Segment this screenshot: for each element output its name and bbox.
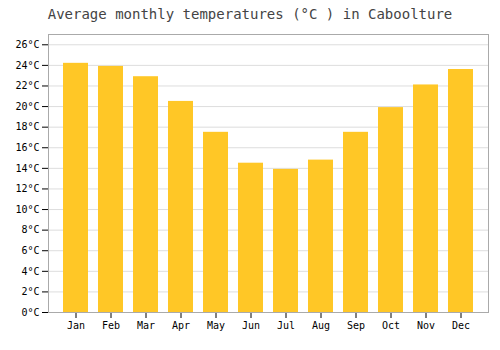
svg-text:20°C: 20°C: [15, 101, 39, 112]
svg-text:24°C: 24°C: [15, 60, 39, 71]
svg-text:18°C: 18°C: [15, 121, 39, 132]
svg-text:Sep: Sep: [347, 320, 365, 331]
svg-text:22°C: 22°C: [15, 80, 39, 91]
svg-text:26°C: 26°C: [15, 39, 39, 50]
svg-text:8°C: 8°C: [21, 224, 39, 235]
svg-text:Aug: Aug: [312, 320, 330, 331]
svg-text:16°C: 16°C: [15, 142, 39, 153]
svg-text:Dec: Dec: [452, 320, 470, 331]
svg-text:Nov: Nov: [417, 320, 435, 331]
svg-text:6°C: 6°C: [21, 245, 39, 256]
svg-text:Oct: Oct: [382, 320, 400, 331]
svg-text:Mar: Mar: [137, 320, 155, 331]
svg-text:12°C: 12°C: [15, 183, 39, 194]
svg-text:4°C: 4°C: [21, 266, 39, 277]
html-text:Average monthly temperatures (: Average monthly temperatures (°C ) in Ca…: [47, 6, 453, 22]
svg-text:Jun: Jun: [242, 320, 260, 331]
svg-text:2°C: 2°C: [21, 286, 39, 297]
svg-text:Feb: Feb: [102, 320, 120, 331]
svg-text:Jul: Jul: [277, 320, 295, 331]
svg-text:Jan: Jan: [67, 320, 85, 331]
svg-text:10°C: 10°C: [15, 204, 39, 215]
svg-text:May: May: [207, 320, 225, 331]
svg-text:14°C: 14°C: [15, 163, 39, 174]
svg-text:0°C: 0°C: [21, 307, 39, 318]
svg-text:Apr: Apr: [172, 320, 190, 331]
